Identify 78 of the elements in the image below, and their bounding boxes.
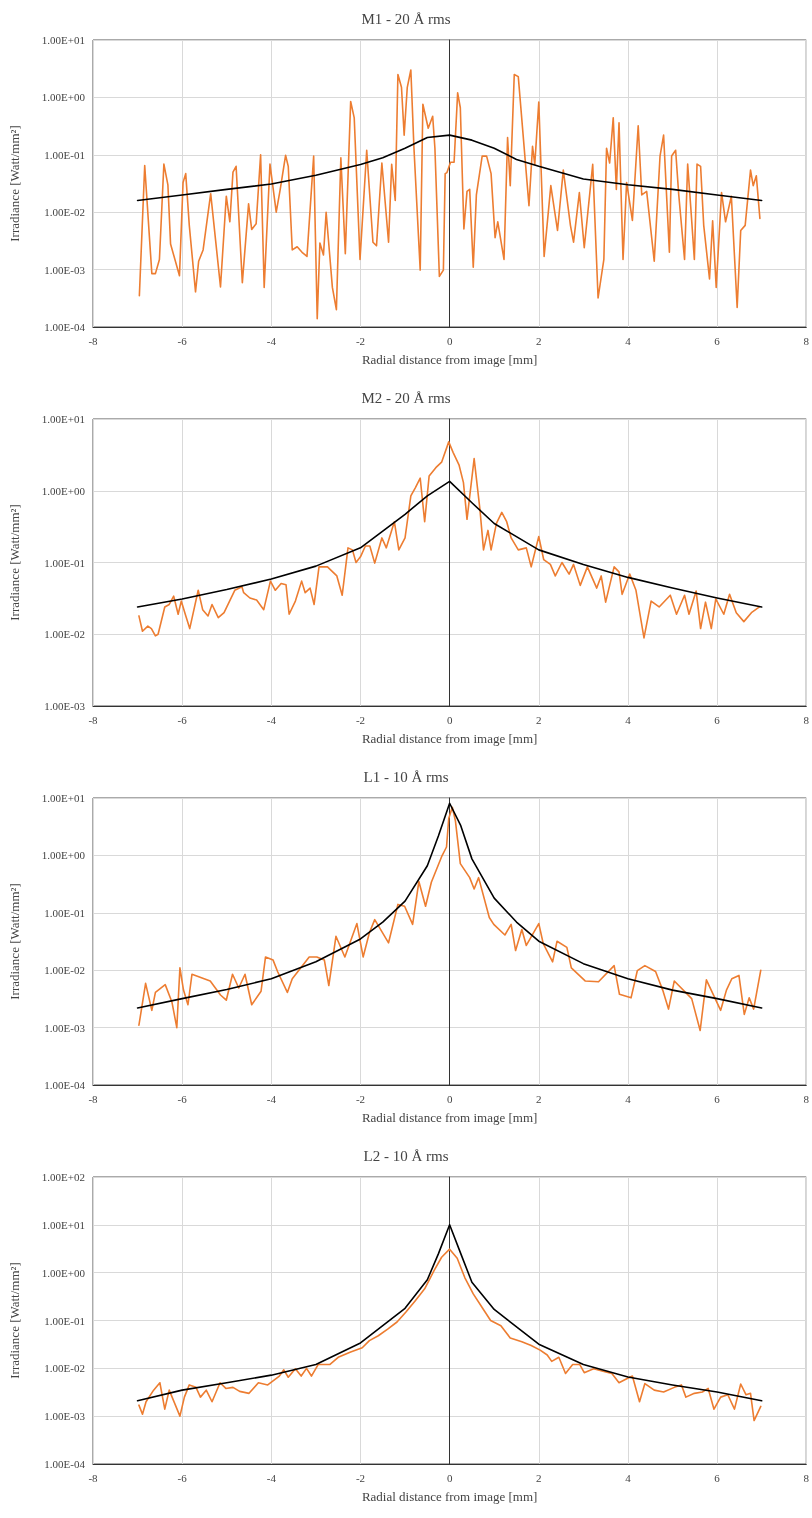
x-tick-label: -2	[355, 1471, 366, 1484]
y-tick-label: 1.00E-02	[44, 1362, 85, 1375]
y-tick-label: 1.00E+01	[41, 34, 85, 46]
y-tick-label: 1.00E+00	[41, 1266, 86, 1279]
x-tick-label: -4	[266, 334, 277, 347]
x-tick-label: -4	[266, 713, 277, 726]
line-series	[136, 480, 763, 608]
x-tick-label: -4	[266, 1471, 277, 1484]
x-tick-label: 2	[536, 1471, 542, 1484]
chart-title: M2 - 20 Å rms	[361, 389, 451, 406]
x-tick-label: 6	[714, 713, 721, 726]
y-tick-label: 1.00E-02	[44, 964, 85, 977]
y-tick-label: 1.00E-03	[44, 1021, 86, 1034]
y-tick-label: 1.00E+01	[41, 792, 85, 804]
x-axis-title: Radial distance from image [mm]	[361, 352, 538, 367]
y-tick-label: 1.00E+01	[41, 413, 85, 425]
line-series	[138, 69, 761, 320]
x-tick-label: 6	[714, 1092, 721, 1105]
y-tick-label: 1.00E-01	[44, 906, 85, 919]
x-tick-label: -2	[355, 713, 366, 726]
y-tick-label: 1.00E-03	[44, 263, 86, 276]
y-tick-label: 1.00E+00	[41, 484, 86, 497]
x-tick-label: -6	[177, 713, 188, 726]
y-tick-label: 1.00E+00	[41, 849, 86, 862]
x-tick-label: 4	[625, 1092, 632, 1105]
y-tick-label: 1.00E-01	[44, 556, 85, 569]
x-tick-label: 6	[714, 1471, 721, 1484]
x-tick-label: 4	[625, 1471, 632, 1484]
line-series	[138, 1248, 762, 1422]
x-tick-label: 0	[446, 1092, 453, 1105]
y-tick-label: 1.00E+00	[41, 91, 86, 104]
y-axis-title: Irradiance [Watt/mm²]	[7, 504, 22, 621]
line-series	[136, 134, 763, 202]
y-tick-label: 1.00E-01	[44, 1314, 85, 1327]
y-tick-label: 1.00E-03	[44, 700, 86, 712]
x-tick-label: 2	[536, 334, 542, 347]
x-tick-label: 0	[446, 334, 453, 347]
x-tick-label: 8	[803, 1092, 810, 1105]
x-axis-title: Radial distance from image [mm]	[361, 731, 538, 746]
x-tick-label: -6	[177, 334, 188, 347]
x-tick-label: -8	[88, 334, 99, 347]
x-tick-label: -4	[266, 1092, 277, 1105]
line-series	[138, 441, 761, 639]
x-tick-label: 6	[714, 334, 721, 347]
line-series	[136, 1224, 763, 1402]
y-tick-label: 1.00E-04	[44, 1079, 86, 1091]
y-tick-label: 1.00E-02	[44, 628, 85, 641]
y-tick-label: 1.00E-02	[44, 206, 85, 219]
x-tick-label: -6	[177, 1092, 188, 1105]
y-tick-label: 1.00E-03	[44, 1410, 86, 1423]
y-tick-label: 1.00E+01	[41, 1218, 85, 1231]
x-tick-label: 0	[446, 713, 453, 726]
y-tick-label: 1.00E+02	[41, 1171, 85, 1183]
x-tick-label: 4	[625, 334, 632, 347]
y-tick-label: 1.00E-04	[44, 1458, 86, 1470]
y-tick-label: 1.00E-04	[44, 321, 86, 333]
x-tick-label: 2	[536, 713, 542, 726]
x-axis-title: Radial distance from image [mm]	[361, 1489, 538, 1504]
x-tick-label: 2	[536, 1092, 542, 1105]
x-tick-label: 8	[803, 1471, 810, 1484]
x-tick-label: 0	[446, 1471, 453, 1484]
x-tick-label: 8	[803, 713, 810, 726]
x-axis-title: Radial distance from image [mm]	[361, 1110, 538, 1125]
x-tick-label: -8	[88, 713, 99, 726]
y-axis-title: Irradiance [Watt/mm²]	[7, 1262, 22, 1379]
x-tick-label: -6	[177, 1471, 188, 1484]
x-tick-label: -8	[88, 1471, 99, 1484]
y-tick-label: 1.00E-01	[44, 148, 85, 161]
chart-title: L1 - 10 Å rms	[363, 768, 449, 785]
x-tick-label: -2	[355, 1092, 366, 1105]
x-tick-label: -8	[88, 1092, 99, 1105]
chart-title: M1 - 20 Å rms	[361, 10, 451, 27]
y-axis-title: Irradiance [Watt/mm²]	[7, 125, 22, 242]
x-tick-label: 8	[803, 334, 810, 347]
x-tick-label: -2	[355, 334, 366, 347]
y-axis-title: Irradiance [Watt/mm²]	[7, 883, 22, 1000]
chart-title: L2 - 10 Å rms	[363, 1147, 449, 1164]
x-tick-label: 4	[625, 713, 632, 726]
